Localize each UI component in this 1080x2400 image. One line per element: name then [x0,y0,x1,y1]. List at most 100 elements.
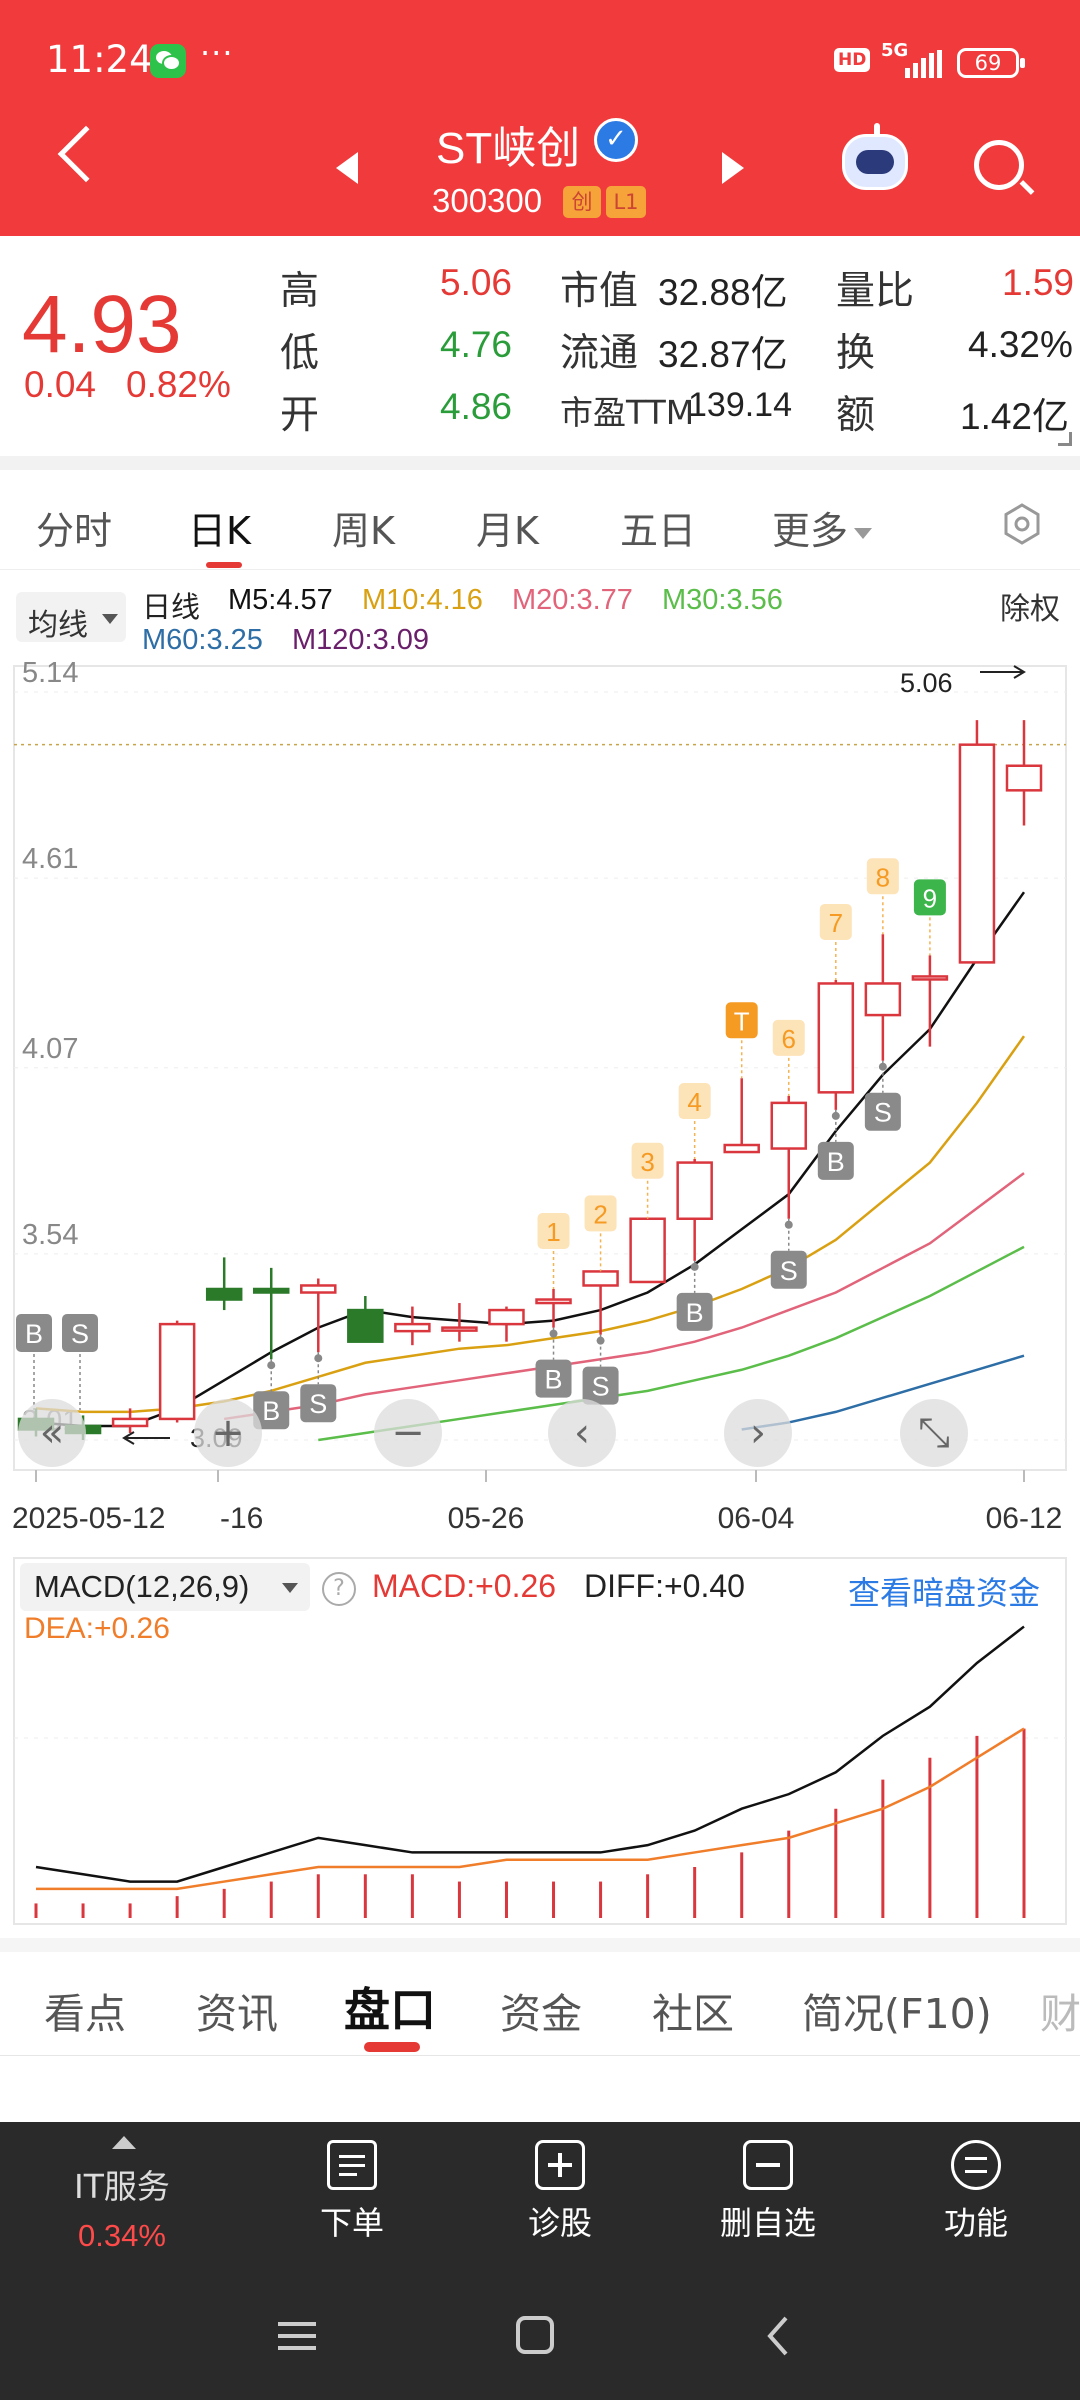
trade-signal-label: B [262,1396,280,1426]
sequence-label: 1 [546,1217,560,1247]
macd-value: MACD:+0.26 [372,1568,557,1604]
sequence-label: 7 [829,908,843,938]
period-tabs: 分时 日K 周K 月K 五日 更多 [0,470,1080,570]
back-icon[interactable] [57,125,115,183]
expand-quote-icon[interactable] [1058,432,1072,446]
sequence-badge [913,879,946,916]
x-tick-label: 05-26 [448,1502,525,1535]
scroll-right-icon[interactable] [724,1399,792,1467]
price-change: 0.04 [24,364,97,405]
zoom-out-icon-glyph: − [391,1410,425,1456]
signal-dot [596,1336,605,1345]
signal-dot [784,1220,793,1229]
candle-body [535,1298,572,1305]
system-back-icon[interactable] [758,2316,802,2356]
trade-signal-badge [770,1250,807,1289]
tab-more[interactable]: 更多 [772,500,873,555]
candle-body [958,743,996,964]
order-icon [327,2140,377,2190]
functions-button[interactable]: 功能 [906,2140,1046,2244]
board-tag: 创 [563,186,601,218]
sector-name[interactable]: IT服务 [74,2167,170,2206]
scroll-left-icon[interactable] [548,1399,616,1467]
ma10-legend: M10:4.16 [362,584,483,616]
tab-intraday[interactable]: 分时 [36,509,113,553]
trade-signal-label: S [874,1098,892,1128]
sequence-badge [772,1019,805,1056]
hd-icon: HD [834,48,871,72]
help-icon[interactable]: ? [322,1572,356,1606]
tab-daily-k[interactable]: 日K [188,509,251,553]
stock-code: 300300 [432,182,543,219]
tab-community[interactable]: 社区 [652,1990,734,2038]
tab-weekly-k[interactable]: 周K [332,509,395,553]
candle-body [582,1270,619,1287]
tab-order-book[interactable]: 盘口 [344,1983,436,2037]
prev-stock-icon[interactable] [336,152,358,184]
signal-dot [314,1354,323,1363]
y-tick-label: 4.61 [22,843,78,875]
y-tick-label: 4.07 [22,1033,78,1065]
sequence-badge [819,903,852,940]
order-label: 下单 [319,2204,384,2242]
sector-expand-icon[interactable] [112,2136,136,2149]
tab-monthly-k[interactable]: 月K [476,509,539,553]
chart-settings-icon[interactable] [1000,502,1044,546]
recent-apps-icon[interactable] [276,2316,320,2356]
trade-signal-label: S [71,1319,89,1349]
low-label: 低 [280,331,320,376]
x-tick-label: 06-04 [718,1502,795,1535]
candle-body [205,1287,243,1301]
ma120-legend: M120:3.09 [292,624,430,656]
market-cap-label: 市值 [560,269,639,314]
active-tab-underline [206,562,242,568]
x-tick-label: 2025-05-12 [12,1502,165,1535]
tab-highlights[interactable]: 看点 [44,1990,126,2038]
stock-title: ST峡创 [436,124,581,173]
ma30-legend: M30:3.56 [662,584,783,616]
trade-signal-label: S [592,1372,610,1402]
dea-value: DEA:+0.26 [24,1612,170,1645]
caret-down-icon [102,614,118,624]
price-change-pct: 0.82% [126,364,231,405]
trade-signal-badge [535,1359,572,1398]
home-icon[interactable] [514,2316,558,2356]
more-notifications-icon: ··· [200,34,234,72]
remove-watchlist-button[interactable]: 删自选 [698,2140,838,2244]
trade-signal-label: S [780,1256,798,1286]
kline-chart[interactable]: 5.144.614.073.543.01BSBS1B2S34BT6S7B8S95… [0,660,1080,1540]
network-label: 5G [881,40,909,61]
tab-finance[interactable]: 财 [1040,1990,1080,2038]
tab-five-day[interactable]: 五日 [620,509,697,553]
sequence-badge [537,1212,570,1249]
signal-dot [878,1062,887,1071]
sequence-label: 2 [593,1199,607,1229]
scroll-left-fast-icon[interactable] [18,1399,86,1467]
scroll-left-icon-glyph: ‹ [574,1410,590,1456]
macd-chart[interactable] [0,1552,1080,1932]
zoom-out-icon[interactable] [374,1399,442,1467]
info-tabs: 看点 资讯 盘口 资金 社区 简况(F10) 财 [0,1952,1080,2056]
zoom-in-icon[interactable] [194,1399,262,1467]
next-stock-icon[interactable] [722,152,744,184]
fullscreen-icon[interactable] [900,1399,968,1467]
dark-pool-link[interactable]: 查看暗盘资金 [848,1574,1041,1612]
y-tick-label: 3.54 [22,1219,78,1251]
trade-signal-label: B [25,1319,43,1349]
order-button[interactable]: 下单 [282,2140,422,2244]
level-tag: L1 [606,186,646,218]
turnover-value: 4.32% [968,324,1073,365]
candle-body [817,982,855,1094]
dea-line [36,1727,1025,1891]
ex-rights-toggle[interactable]: 除权 [1000,592,1060,627]
diagnose-button[interactable]: 诊股 [490,2140,630,2244]
ai-assistant-icon[interactable] [842,123,908,190]
indicator-selector-button[interactable]: MACD(12,26,9) [20,1563,310,1611]
tab-news[interactable]: 资讯 [196,1990,278,2038]
tab-funds[interactable]: 资金 [500,1990,582,2038]
tab-profile-f10[interactable]: 简况(F10) [802,1990,992,2038]
verified-icon: ✓ [594,118,638,162]
ma5-legend: M5:4.57 [228,584,333,616]
divider [0,1938,1080,1952]
search-icon[interactable] [974,140,1024,190]
